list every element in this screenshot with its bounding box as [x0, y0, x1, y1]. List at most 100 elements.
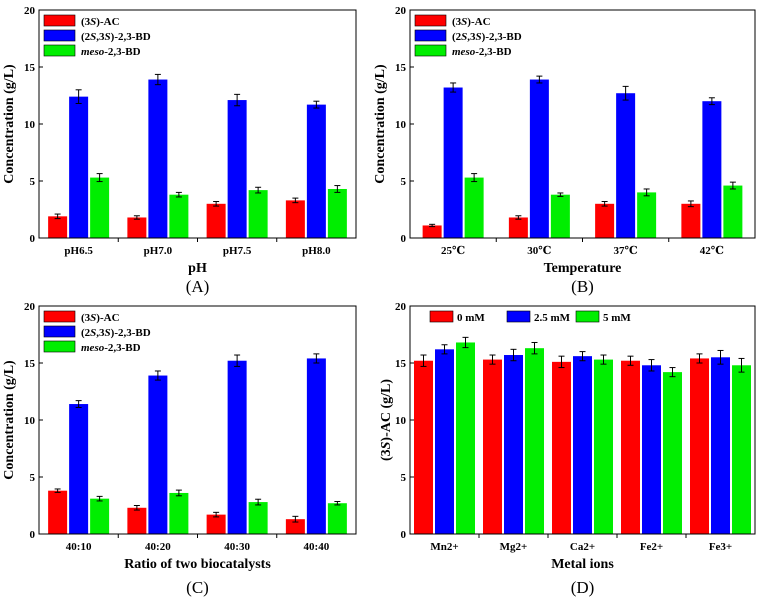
panel-a-bar-s0-c0: [48, 216, 68, 238]
panel-b-ytick-label-0: 0: [401, 233, 407, 245]
text-segment: (2: [81, 327, 91, 339]
panel-c-bar-s0-c1: [127, 507, 147, 534]
text-segment: S: [90, 327, 96, 339]
text-segment: )-2,3-BD: [482, 31, 522, 43]
panel-c-bar-s0-c0: [48, 490, 68, 534]
panel-d-bar-s2-c4: [732, 365, 751, 534]
panel-a-ytick-label-1: 5: [30, 176, 36, 188]
text-segment: S: [379, 441, 394, 449]
panel-a-x-axis-label: pH: [188, 261, 207, 276]
panel-a-category-label-2: pH7.5: [223, 245, 252, 257]
panel-c-ytick-label-1: 5: [30, 472, 36, 484]
panel-b-bar-s2-c2: [637, 192, 657, 238]
panel-b-bar-s1-c2: [616, 93, 636, 238]
panel-b-bar-s0-c0: [422, 225, 442, 238]
panel-b-bar-s2-c0: [464, 177, 484, 238]
panel-c-y-axis-label: Concentration (g/L): [2, 360, 17, 480]
panel-b-bar-s0-c2: [595, 203, 615, 238]
panel-d-bar-s1-c3: [642, 365, 661, 534]
panel-a-category-label-0: pH6.5: [64, 245, 93, 257]
text-segment: (2: [452, 31, 462, 43]
text-segment: S: [461, 31, 467, 43]
panel-a-bar-s2-c0: [90, 177, 110, 238]
panel-b-legend-label-1: (2S,3S)-2,3-BD: [452, 31, 522, 43]
panel-c-bar-s1-c3: [306, 358, 326, 534]
panel-c-category-label-0: 40:10: [66, 541, 92, 553]
text-segment: (2: [81, 31, 91, 43]
panel-b-bar-s1-c1: [529, 79, 549, 238]
panel-d-legend-swatch-0: [429, 310, 454, 323]
panel-b-legend-label-2: meso-2,3-BD: [452, 46, 512, 58]
panel-c-bar-s0-c3: [285, 519, 305, 534]
panel-c-ytick-label-4: 20: [24, 301, 36, 313]
panel-d-category-label-1: Mg2+: [500, 541, 528, 553]
panel-a-bar-s0-c3: [285, 200, 305, 238]
panel-b-bar-s2-c3: [723, 185, 743, 238]
text-segment: ,3: [96, 327, 105, 339]
text-segment: )-AC: [96, 312, 119, 324]
panel-d-bar-s2-c2: [594, 359, 613, 534]
panel-c-legend-swatch-1: [43, 325, 76, 338]
panel-d-bar-s2-c3: [663, 372, 682, 534]
panel-a-legend-label-1: (2S,3S)-2,3-BD: [81, 31, 151, 43]
text-segment: S: [105, 31, 111, 43]
panel-c-ytick-label-2: 10: [24, 415, 36, 427]
panel-d-category-label-0: Mn2+: [430, 541, 458, 553]
panel-b-bar-s1-c3: [702, 101, 722, 238]
panel-c-bar-s1-c1: [148, 375, 168, 534]
panel-d-bar-s0-c2: [552, 361, 571, 534]
panel-d-label: (D): [571, 578, 595, 597]
panel-b-bar-s2-c1: [550, 194, 570, 238]
panel-d-bar-s2-c1: [525, 348, 544, 534]
panel-c-bar-s2-c0: [90, 498, 110, 534]
panel-a-bar-s1-c2: [227, 100, 247, 238]
panel-d-bar-s1-c0: [435, 349, 454, 534]
panel-d-legend-swatch-1: [506, 310, 531, 323]
panel-d-bar-s2-c0: [456, 342, 475, 534]
panel-b-bar-s0-c3: [681, 203, 701, 238]
panel-c-legend-label-2: meso-2,3-BD: [81, 342, 141, 354]
panel-a-ytick-label-2: 10: [24, 119, 36, 131]
panel-a-legend-swatch-2: [43, 44, 76, 57]
text-segment: )-AC: [96, 16, 119, 28]
text-segment: -2,3-BD: [475, 46, 511, 58]
text-segment: )-AC: [467, 16, 490, 28]
panel-a-ytick-label-4: 20: [24, 5, 36, 17]
panel-d-legend-label-1: 2.5 mM: [534, 312, 571, 324]
panel-c-category-label-1: 40:20: [145, 541, 171, 553]
text-segment: meso: [452, 46, 476, 58]
panel-a-bar-s1-c3: [306, 104, 326, 239]
panel-d-ytick-label-0: 0: [401, 529, 407, 541]
panel-c-ytick-label-0: 0: [30, 529, 36, 541]
panel-a-label: (A): [186, 277, 210, 296]
panel-d-x-axis-label: Metal ions: [551, 557, 614, 572]
panel-a-legend-swatch-1: [43, 29, 76, 42]
panel-c-category-label-3: 40:40: [304, 541, 330, 553]
panel-c-x-axis-label: Ratio of two biocatalysts: [124, 557, 271, 572]
panel-d-y-axis-label: (3S)-AC (g/L): [379, 379, 394, 461]
panel-a-legend-swatch-0: [43, 14, 76, 27]
panel-a-bar-s1-c1: [148, 79, 168, 238]
panel-c-category-label-2: 40:30: [224, 541, 250, 553]
panel-a-y-axis-label: Concentration (g/L): [2, 64, 17, 184]
panel-a-bar-s0-c1: [127, 217, 147, 238]
panel-d-bar-s0-c4: [690, 358, 709, 534]
text-segment: S: [90, 312, 96, 324]
panel-d-category-label-3: Fe2+: [640, 541, 663, 553]
panel-c-legend-swatch-0: [43, 310, 76, 323]
panel-b-legend-label-0: (3S)-AC: [452, 16, 491, 28]
panel-a-bar-s2-c3: [327, 188, 347, 238]
panel-b-bar-s1-c0: [443, 87, 463, 239]
panel-a-bar-s2-c1: [169, 194, 189, 238]
text-segment: S: [476, 31, 482, 43]
panel-a-bar-s2-c2: [248, 190, 268, 238]
panel-d-ytick-label-2: 10: [395, 415, 407, 427]
panel-a-ytick-label-0: 0: [30, 233, 36, 245]
panel-c-bar-s2-c2: [248, 502, 268, 534]
panel-d-bar-s1-c2: [573, 356, 592, 534]
text-segment: ,3: [96, 31, 105, 43]
panel-b-legend-swatch-2: [414, 44, 447, 57]
panel-b-x-axis-label: Temperature: [544, 261, 622, 276]
panel-b-ytick-label-3: 15: [395, 62, 407, 74]
